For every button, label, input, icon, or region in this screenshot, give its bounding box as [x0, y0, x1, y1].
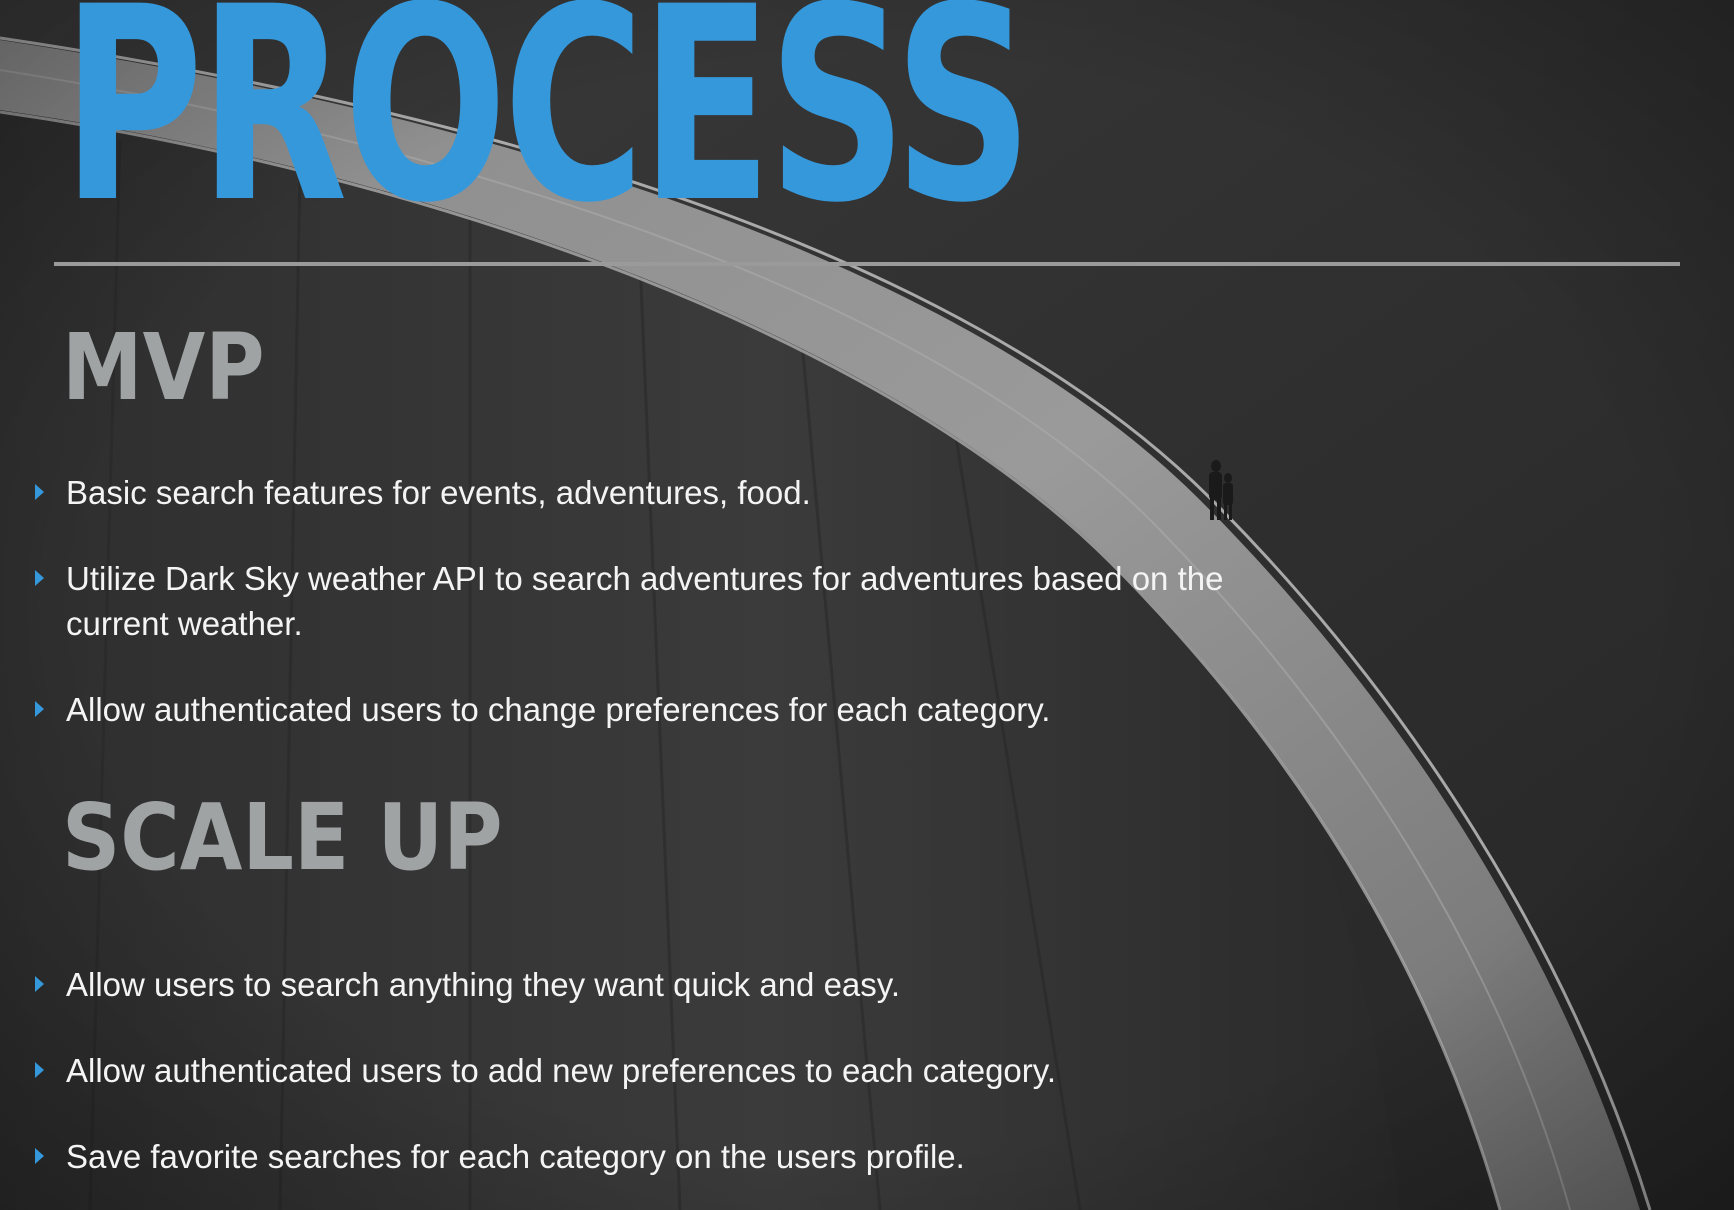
bullet-text: Save favorite searches for each category… [66, 1138, 965, 1175]
triangle-bullet-icon [35, 570, 44, 586]
bullet-text: Allow authenticated users to change pref… [66, 691, 1051, 728]
triangle-bullet-icon [35, 701, 44, 717]
mvp-heading: MVP [62, 314, 265, 421]
title-divider [54, 262, 1680, 266]
bullet-text: Basic search features for events, advent… [66, 474, 811, 511]
bullet-text: Allow authenticated users to add new pre… [66, 1052, 1056, 1089]
slide-title: PROCESS [62, 0, 1033, 262]
bullet-text: Utilize Dark Sky weather API to search a… [66, 560, 1224, 642]
triangle-bullet-icon [35, 484, 44, 500]
triangle-bullet-icon [35, 1148, 44, 1164]
triangle-bullet-icon [35, 976, 44, 992]
bullet-text: Allow users to search anything they want… [66, 966, 901, 1003]
scale-up-heading: SCALE UP [62, 784, 503, 891]
triangle-bullet-icon [35, 1062, 44, 1078]
